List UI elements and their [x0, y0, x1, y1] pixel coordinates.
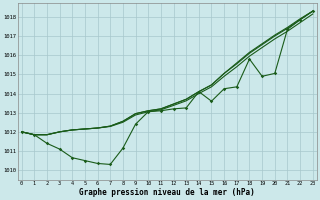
X-axis label: Graphe pression niveau de la mer (hPa): Graphe pression niveau de la mer (hPa) [79, 188, 255, 197]
